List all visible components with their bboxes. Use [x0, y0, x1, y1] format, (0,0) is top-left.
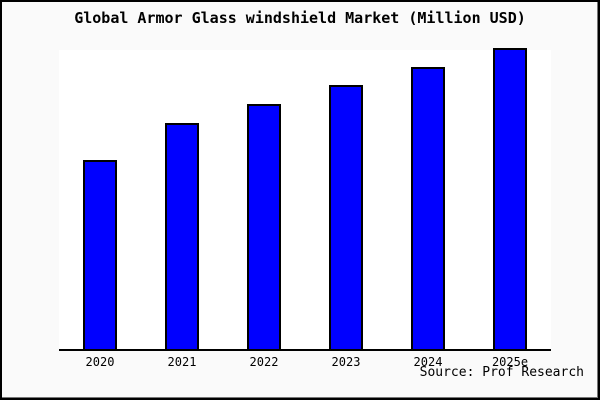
source-text: Source: Prof Research	[419, 365, 584, 380]
x-tick-2021: 2021	[167, 355, 197, 369]
chart-title: Global Armor Glass windshield Market (Mi…	[74, 9, 526, 27]
x-tick-2024: 2024	[413, 355, 443, 369]
x-tick-2025e: 2025e	[491, 355, 529, 369]
bar-2024	[411, 67, 445, 349]
bar-2022	[247, 104, 281, 349]
bar-2023	[329, 85, 363, 349]
bar-2020	[83, 160, 117, 349]
x-tick-2020: 2020	[85, 355, 115, 369]
bar-2025e	[493, 48, 527, 349]
plot-area	[59, 48, 551, 351]
x-tick-2023: 2023	[331, 355, 361, 369]
bar-2021	[165, 123, 199, 349]
x-tick-2022: 2022	[249, 355, 279, 369]
